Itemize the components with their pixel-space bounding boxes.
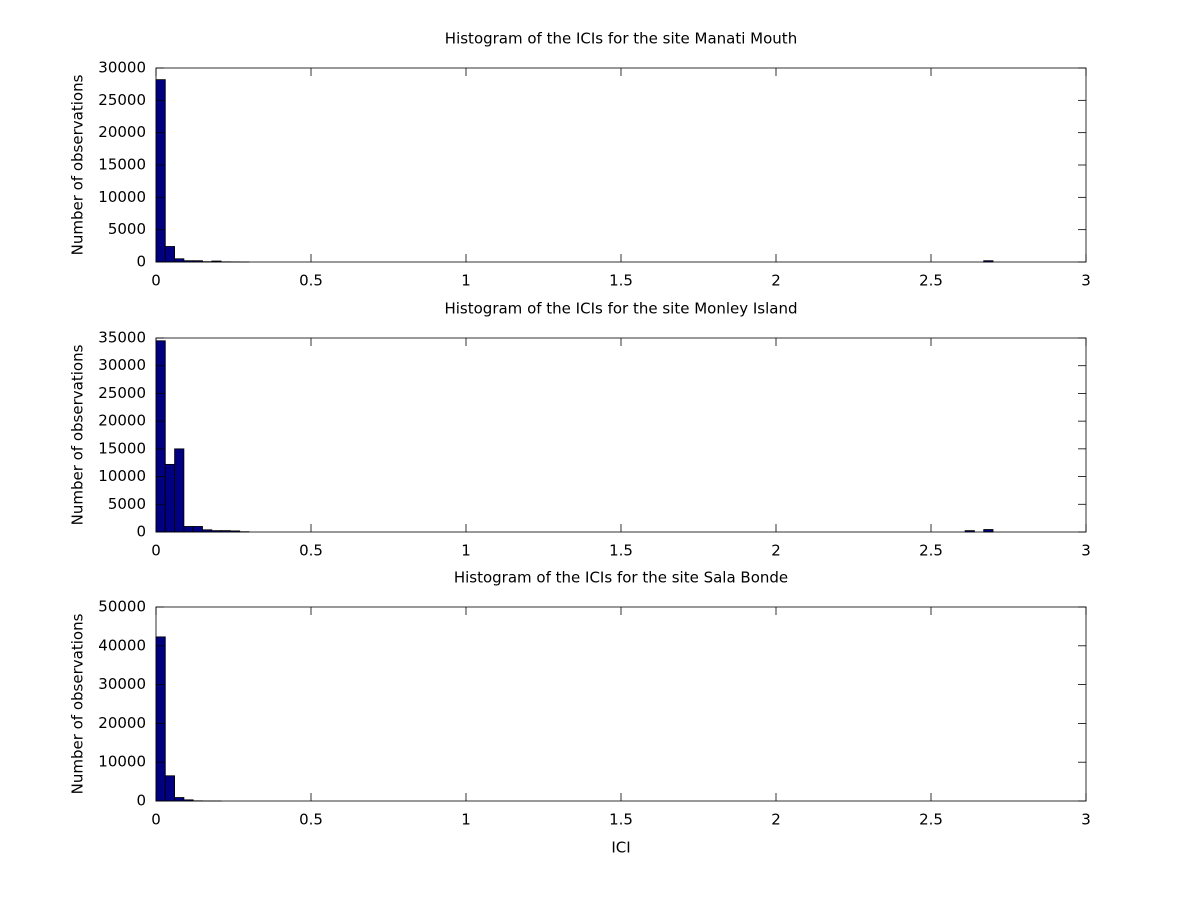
y-tick-label: 30000	[98, 59, 146, 77]
y-tick-label: 20000	[98, 412, 146, 430]
y-tick-label: 10000	[98, 188, 146, 206]
y-tick-label: 25000	[98, 91, 146, 109]
x-tick-label: 0	[151, 811, 161, 829]
plot-frame	[155, 337, 1087, 533]
y-tick-label: 5000	[108, 495, 146, 513]
histogram-bar	[174, 797, 185, 802]
x-tick-label: 0.5	[299, 811, 323, 829]
histogram-bar	[183, 526, 194, 533]
y-tick-label: 20000	[98, 123, 146, 141]
x-tick-label: 0.5	[299, 272, 323, 290]
histogram-bar	[192, 526, 203, 533]
y-tick-label: 30000	[98, 675, 146, 693]
chart-title: Histogram of the ICIs for the site Monle…	[444, 300, 797, 318]
x-tick-label: 2	[771, 272, 781, 290]
x-tick-label: 2.5	[919, 272, 943, 290]
y-tick-label: 25000	[98, 384, 146, 402]
y-tick-label: 10000	[98, 467, 146, 485]
x-tick-label: 3	[1081, 811, 1091, 829]
y-tick-label: 20000	[98, 714, 146, 732]
y-tick-label: 30000	[98, 356, 146, 374]
y-tick-label: 10000	[98, 753, 146, 771]
x-tick-label: 1	[461, 542, 471, 560]
y-axis-label: Number of observations	[69, 74, 87, 255]
histogram-bar	[155, 79, 166, 263]
x-tick-label: 0	[151, 542, 161, 560]
chart-title: Histogram of the ICIs for the site Manat…	[445, 30, 797, 48]
y-tick-label: 40000	[98, 636, 146, 654]
histogram-bar	[155, 636, 166, 802]
x-tick-label: 3	[1081, 272, 1091, 290]
histogram-bar	[164, 775, 176, 802]
y-axis-label: Number of observations	[69, 344, 87, 525]
x-tick-label: 2.5	[919, 542, 943, 560]
plot-frame	[155, 67, 1087, 263]
y-tick-label: 50000	[98, 598, 146, 616]
chart-title: Histogram of the ICIs for the site Sala …	[454, 569, 788, 587]
histogram-bar	[174, 258, 185, 263]
x-axis-label: ICI	[611, 839, 630, 857]
y-tick-label: 0	[136, 253, 146, 271]
x-tick-label: 2.5	[919, 811, 943, 829]
plot-frame	[155, 606, 1087, 802]
y-tick-label: 15000	[98, 156, 146, 174]
histogram-bar	[155, 340, 166, 533]
y-tick-label: 0	[136, 523, 146, 541]
y-axis-label: Number of observations	[69, 613, 87, 794]
x-tick-label: 1.5	[609, 272, 633, 290]
histogram-bar	[174, 448, 185, 533]
x-tick-label: 1	[461, 272, 471, 290]
x-tick-label: 1.5	[609, 811, 633, 829]
x-tick-label: 1	[461, 811, 471, 829]
y-tick-label: 5000	[108, 220, 146, 238]
x-tick-label: 2	[771, 542, 781, 560]
x-tick-label: 1.5	[609, 542, 633, 560]
x-tick-label: 0	[151, 272, 161, 290]
x-tick-label: 0.5	[299, 542, 323, 560]
histogram-bar	[164, 246, 176, 263]
x-tick-label: 2	[771, 811, 781, 829]
histogram-bar	[164, 463, 176, 533]
y-tick-label: 35000	[98, 329, 146, 347]
y-tick-label: 15000	[98, 439, 146, 457]
y-tick-label: 0	[136, 792, 146, 810]
x-tick-label: 3	[1081, 542, 1091, 560]
